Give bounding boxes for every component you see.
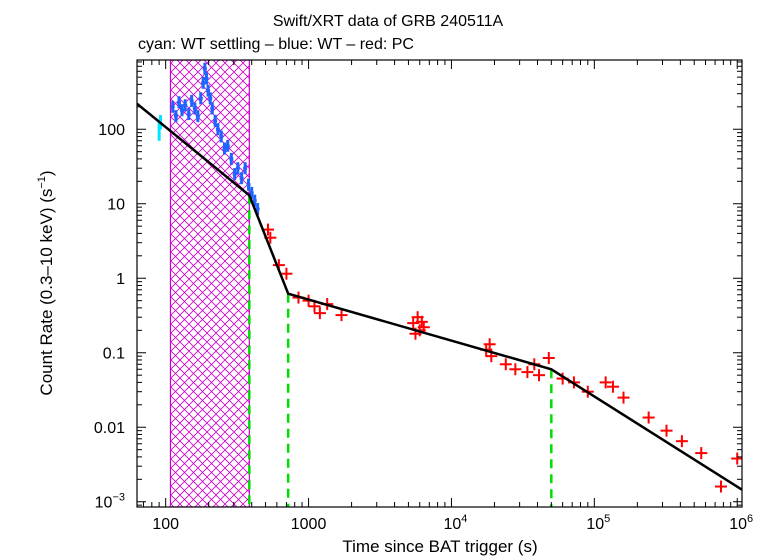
x-tick-label-exp: 6: [747, 513, 753, 525]
x-tick-label: 105: [586, 513, 610, 533]
y-tick-label: 0.1: [103, 346, 125, 363]
x-tick-label: 100: [152, 516, 179, 533]
x-tick-label-exp: 5: [604, 513, 610, 525]
x-tick-label-exp: 4: [461, 513, 467, 525]
x-axis-label: Time since BAT trigger (s): [342, 537, 537, 556]
flare-region: [169, 60, 250, 507]
y-axis-label-close: ): [37, 170, 56, 176]
x-tick-label: 1000: [291, 516, 327, 533]
model-line: [137, 102, 742, 491]
y-axis-label-main: Count Rate (0.3–10 keV) (s: [37, 189, 56, 396]
y-tick-label-base: 10: [95, 495, 113, 512]
break-lines-layer: [248, 195, 553, 507]
chart-title: Swift/XRT data of GRB 240511A: [273, 13, 504, 30]
y-axis-label-exp: −1: [36, 176, 48, 189]
y-tick-label: 1: [116, 271, 125, 288]
x-tick-label-base: 10: [729, 516, 747, 533]
y-tick-label: 0.01: [94, 420, 125, 437]
y-tick-label: 10−3: [95, 492, 125, 512]
x-tick-label-base: 10: [443, 516, 461, 533]
y-tick-label: 10: [107, 197, 125, 214]
chart-subtitle: cyan: WT settling – blue: WT – red: PC: [138, 36, 414, 53]
y-tick-label: 100: [98, 122, 125, 139]
x-tick-label: 104: [443, 513, 467, 533]
x-tick-label: 106: [729, 513, 753, 533]
flare-region-layer: [169, 60, 250, 507]
plot-frame: [136, 59, 743, 508]
data-points-layer: [157, 62, 742, 493]
x-tick-label-base: 10: [586, 516, 604, 533]
y-tick-label-exp: −3: [112, 492, 125, 504]
y-axis-label: Count Rate (0.3–10 keV) (s−1): [36, 170, 56, 395]
model-layer: [137, 102, 742, 491]
